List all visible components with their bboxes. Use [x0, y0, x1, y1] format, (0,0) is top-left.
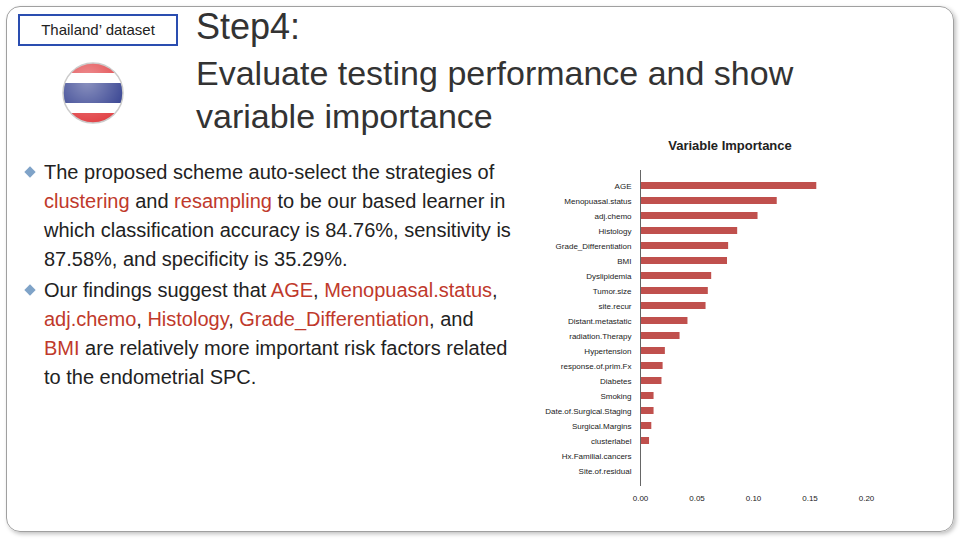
html-text:Step4:: Step4: [196, 6, 301, 47]
html-text:Our findings suggest that AGE,: Our findings suggest that AGE, Menopuasa… [44, 279, 498, 301]
svg-text:AGE: AGE [615, 182, 632, 191]
svg-text:0.20: 0.20 [859, 494, 875, 503]
svg-text:response.of.prim.Fx: response.of.prim.Fx [561, 362, 632, 371]
svg-text:Hypertension: Hypertension [584, 347, 631, 356]
html-text:Evaluate testing performance a: Evaluate testing performance and show va… [196, 54, 794, 135]
html-text:Variable Importance: Variable Importance [668, 138, 792, 153]
svg-text:Tumor.size: Tumor.size [593, 287, 632, 296]
svg-text:Date.of.Surgical.Staging: Date.of.Surgical.Staging [545, 407, 631, 416]
html-text:The proposed scheme auto-selec: The proposed scheme auto-select the stra… [44, 161, 495, 183]
svg-text:radiation.Therapy: radiation.Therapy [569, 332, 631, 341]
svg-text:Dyslipidemia: Dyslipidemia [586, 272, 632, 281]
svg-text:Surgical.Margins: Surgical.Margins [572, 422, 632, 431]
svg-text:Distant.metastatic: Distant.metastatic [568, 317, 632, 326]
svg-text:Menopuasal.status: Menopuasal.status [564, 197, 631, 206]
svg-text:0.05: 0.05 [689, 494, 705, 503]
svg-text:0.10: 0.10 [746, 494, 762, 503]
html-text:clustering and resampling to b: clustering and resampling to be our base… [44, 190, 511, 270]
svg-text:0.00: 0.00 [633, 494, 649, 503]
html-text:Thailand’ dataset: Thailand’ dataset [41, 21, 155, 38]
svg-text:0.15: 0.15 [802, 494, 818, 503]
svg-text:site.recur: site.recur [599, 302, 632, 311]
svg-text:adj.chemo: adj.chemo [595, 212, 632, 221]
svg-text:Histology: Histology [599, 227, 632, 236]
svg-text:Site.of.residual: Site.of.residual [579, 467, 632, 476]
svg-text:Diabetes: Diabetes [600, 377, 632, 386]
html-text:adj.chemo, Histology, Grade_Di: adj.chemo, Histology, Grade_Differentiat… [44, 308, 474, 330]
svg-text:Hx.Familial.cancers: Hx.Familial.cancers [562, 452, 632, 461]
html-text:BMI are relatively more import: BMI are relatively more important risk f… [44, 337, 508, 388]
svg-text:BMI: BMI [617, 257, 631, 266]
svg-text:Smoking: Smoking [600, 392, 631, 401]
svg-text:clusterlabel: clusterlabel [591, 437, 632, 446]
svg-text:Grade_Differentiation: Grade_Differentiation [556, 242, 632, 251]
